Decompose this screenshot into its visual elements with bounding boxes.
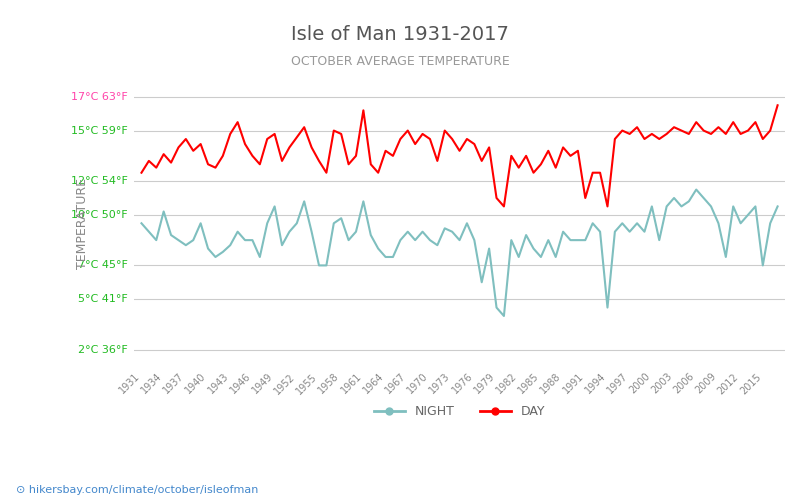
Text: OCTOBER AVERAGE TEMPERATURE: OCTOBER AVERAGE TEMPERATURE [290,55,510,68]
Text: 17°C 63°F: 17°C 63°F [71,92,127,102]
Text: 10°C 50°F: 10°C 50°F [71,210,127,220]
Text: 15°C 59°F: 15°C 59°F [71,126,127,136]
Text: 2°C 36°F: 2°C 36°F [78,344,127,354]
Text: 5°C 41°F: 5°C 41°F [78,294,127,304]
Text: 12°C 54°F: 12°C 54°F [70,176,127,186]
Legend: NIGHT, DAY: NIGHT, DAY [369,400,550,423]
Text: ⊙ hikersbay.com/climate/october/isleofman: ⊙ hikersbay.com/climate/october/isleofma… [16,485,258,495]
Text: Isle of Man 1931-2017: Isle of Man 1931-2017 [291,25,509,44]
Text: TEMPERATURE: TEMPERATURE [75,178,89,269]
Text: 7°C 45°F: 7°C 45°F [78,260,127,270]
